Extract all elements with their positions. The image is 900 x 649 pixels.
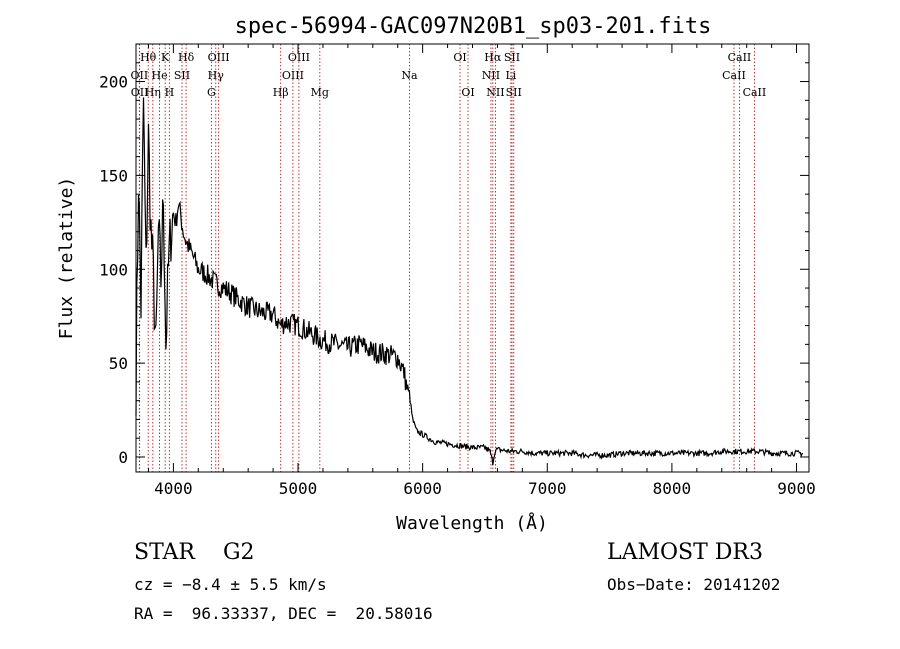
line-label-16: Na: [401, 69, 418, 82]
redshift-text: cz = −8.4 ± 5.5 km/s: [134, 575, 327, 594]
spectrum-chart: spec-56994-GAC097N20B1_sp03-201.fits Hθ O…: [56, 14, 816, 534]
line-label-2: OII: [131, 86, 149, 99]
line-label-13: OIII: [288, 51, 310, 64]
line-label-19: Hα: [484, 51, 502, 64]
line-label-1: OII: [131, 69, 149, 82]
line-label-22: Li: [505, 69, 516, 82]
plot-frame: [135, 43, 810, 473]
y-tick-label-100: 100: [99, 260, 128, 279]
x-tick-label-4000: 4000: [154, 479, 193, 498]
line-label-4: Hη: [145, 86, 161, 99]
x-tick-label-5000: 5000: [279, 479, 318, 498]
y-tick-label-50: 50: [109, 354, 128, 373]
y-tick-label-150: 150: [99, 166, 128, 185]
chart-title: spec-56994-GAC097N20B1_sp03-201.fits: [235, 14, 712, 39]
x-axis-label: Wavelength (Å): [396, 512, 548, 534]
x-tick-label-9000: 9000: [777, 479, 816, 498]
line-label-6: SII: [174, 69, 190, 82]
line-label-14: OIII: [282, 69, 304, 82]
line-label-17: OI: [453, 51, 466, 64]
coordinates-text: RA = 96.33337, DEC = 20.58016: [134, 604, 433, 623]
line-label-5: K: [161, 51, 170, 64]
y-axis-ticks: 0 50 100 150 200: [99, 62, 809, 467]
line-label-8: Hδ: [178, 51, 195, 64]
y-axis-label: Flux (relative): [56, 177, 77, 340]
x-tick-label-7000: 7000: [528, 479, 567, 498]
line-label-7: H: [165, 86, 175, 99]
line-label-20: SII: [504, 51, 520, 64]
line-label-18: OI: [461, 86, 474, 99]
line-label-26: CaII: [722, 69, 746, 82]
line-label-27: CaII: [743, 86, 767, 99]
line-label-11: G: [207, 86, 216, 99]
line-label-25: CaII: [728, 51, 752, 64]
line-label-15: Mg: [311, 86, 329, 99]
line-label-23: NII: [486, 86, 504, 99]
obs-date-text: Obs−Date: 20141202: [607, 575, 781, 594]
x-axis-ticks: 4000 5000 6000 7000 8000 9000: [147, 44, 816, 498]
spectral-line-markers: [138, 44, 755, 472]
line-label-12: Hβ: [273, 86, 289, 99]
y-tick-label-0: 0: [118, 448, 128, 467]
line-label-0: Hθ: [140, 51, 157, 64]
line-label-10: Hγ: [208, 69, 225, 82]
line-label-24: SII: [506, 86, 522, 99]
line-label-9: OIII: [208, 51, 230, 64]
y-tick-label-200: 200: [99, 73, 128, 92]
survey-name: LAMOST DR3: [607, 540, 763, 565]
line-label-21: NII: [482, 69, 500, 82]
line-label-3: He: [152, 69, 168, 82]
x-tick-label-8000: 8000: [653, 479, 692, 498]
x-tick-label-6000: 6000: [403, 479, 442, 498]
spectrum-line: [135, 97, 804, 466]
classification-text: STAR G2: [134, 540, 255, 565]
